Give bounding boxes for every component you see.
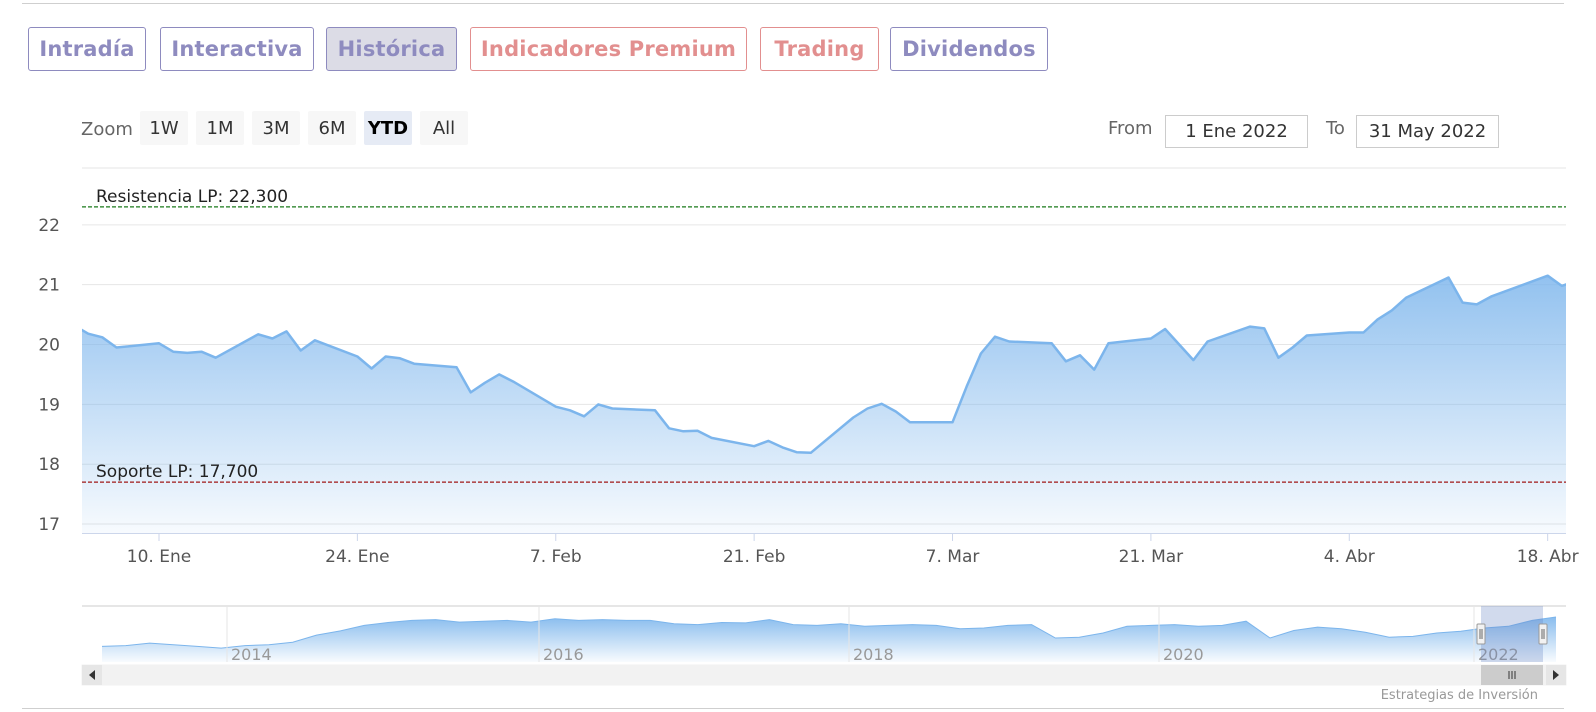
x-tick-label: 10. Ene <box>127 547 191 567</box>
zoom-button-1m[interactable]: 1M <box>196 111 244 145</box>
scroll-right-arrow-icon <box>1553 670 1559 680</box>
to-date-input[interactable] <box>1356 115 1499 148</box>
price-area <box>82 275 1566 533</box>
navigator-right-handle[interactable] <box>1538 623 1548 645</box>
tab-indicadores-premium[interactable]: Indicadores Premium <box>470 27 747 71</box>
to-label: To <box>1326 118 1345 139</box>
navigator-selected-range <box>1481 606 1543 662</box>
zoom-button-1w[interactable]: 1W <box>140 111 188 145</box>
tab-dividendos[interactable]: Dividendos <box>890 27 1048 71</box>
credits-text: Estrategias de Inversión <box>1380 688 1538 703</box>
navigator-left-handle[interactable] <box>1476 623 1486 645</box>
scrollbar-track[interactable] <box>81 664 1567 686</box>
resistance-label: Resistencia LP: 22,300 <box>96 187 288 207</box>
from-label: From <box>1108 118 1153 139</box>
price-line <box>82 274 1566 455</box>
navigator-year-label: 2022 <box>1478 645 1519 664</box>
navigator-year-label: 2018 <box>853 645 894 664</box>
y-tick-label: 18 <box>38 455 60 475</box>
zoom-button-all[interactable]: All <box>420 111 468 145</box>
tab-intradía[interactable]: Intradía <box>28 27 146 71</box>
y-tick-label: 22 <box>38 216 60 236</box>
x-tick-label: 7. Feb <box>530 547 582 567</box>
zoom-button-3m[interactable]: 3M <box>252 111 300 145</box>
from-date-input[interactable] <box>1165 115 1308 148</box>
scroll-left-arrow-icon <box>89 670 95 680</box>
zoom-label: Zoom <box>81 119 133 140</box>
navigator-year-label: 2014 <box>231 645 272 664</box>
zoom-button-6m[interactable]: 6M <box>308 111 356 145</box>
support-label: Soporte LP: 17,700 <box>96 462 258 482</box>
zoom-button-ytd[interactable]: YTD <box>364 111 412 145</box>
top-divider <box>22 3 1564 4</box>
y-tick-label: 17 <box>38 515 60 535</box>
tab-histórica[interactable]: Histórica <box>326 27 457 71</box>
x-tick-label: 18. Abr <box>1517 547 1579 567</box>
navigator-area <box>102 617 1556 662</box>
tab-interactiva[interactable]: Interactiva <box>160 27 314 71</box>
x-tick-label: 21. Feb <box>723 547 786 567</box>
x-tick-label: 21. Mar <box>1119 547 1184 567</box>
x-tick-label: 4. Abr <box>1324 547 1375 567</box>
navigator-year-label: 2016 <box>543 645 584 664</box>
y-tick-label: 19 <box>38 395 60 415</box>
bottom-divider <box>22 708 1564 709</box>
tab-trading[interactable]: Trading <box>760 27 879 71</box>
navigator-year-label: 2020 <box>1163 645 1204 664</box>
x-tick-label: 24. Ene <box>325 547 389 567</box>
x-tick-label: 7. Mar <box>926 547 980 567</box>
y-tick-label: 20 <box>38 336 60 356</box>
navigator-line <box>101 616 1557 649</box>
y-tick-label: 21 <box>38 276 60 296</box>
